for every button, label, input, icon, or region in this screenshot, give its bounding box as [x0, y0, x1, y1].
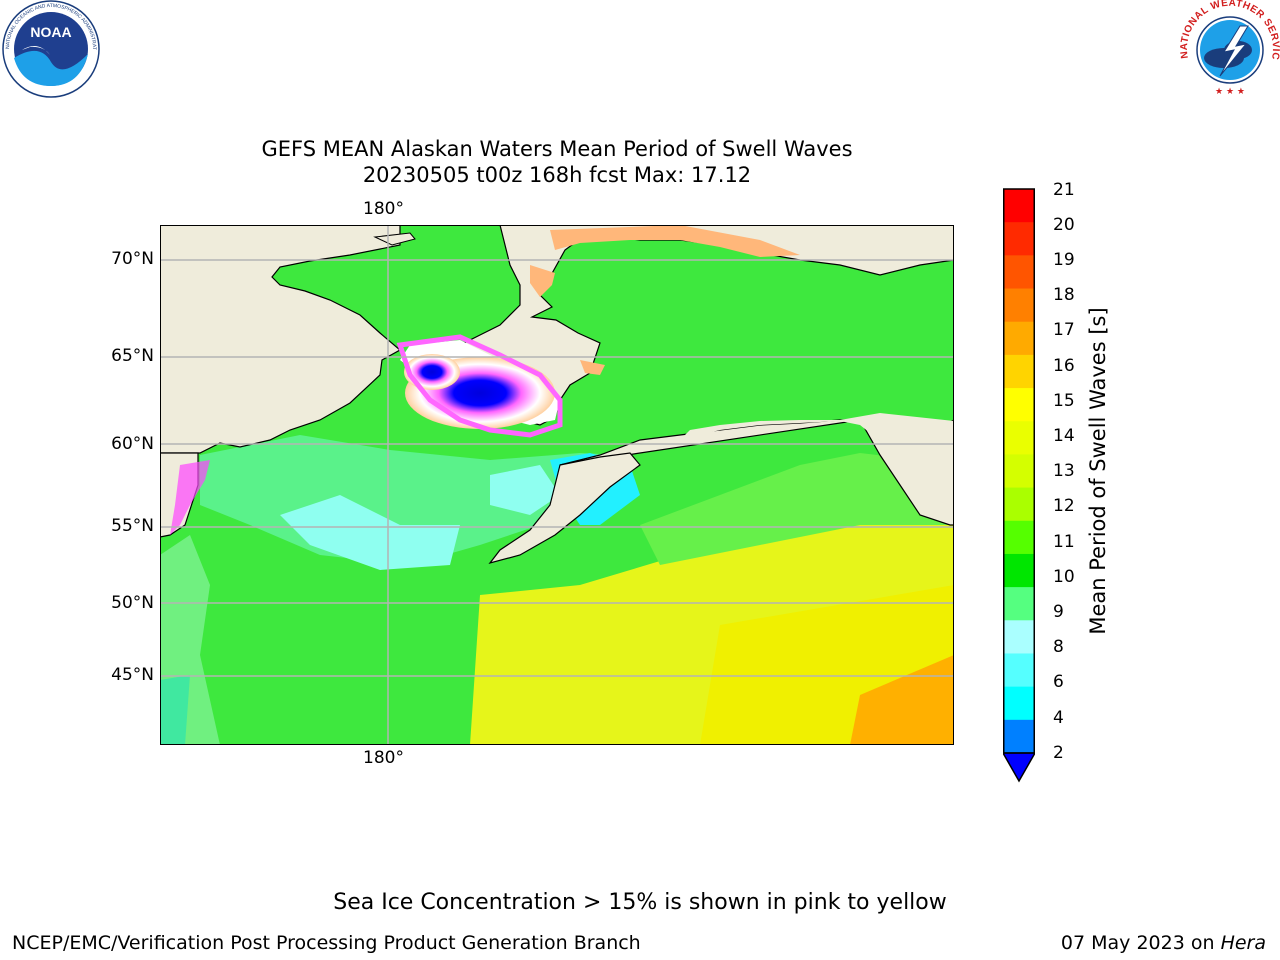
colorbar-segment — [1003, 587, 1035, 621]
sea-ice-note: Sea Ice Concentration > 15% is shown in … — [333, 890, 947, 915]
cb-tick-19: 19 — [1053, 250, 1075, 270]
cb-tick-12: 12 — [1053, 496, 1075, 516]
cb-tick-9: 9 — [1053, 602, 1064, 622]
footer-branch: NCEP/EMC/Verification Post Processing Pr… — [12, 932, 641, 954]
cb-tick-20: 20 — [1053, 215, 1075, 235]
lat-label-45: 45°N — [111, 665, 154, 685]
cb-tick-14: 14 — [1053, 426, 1075, 446]
cb-tick-6: 6 — [1053, 672, 1064, 692]
lat-label-60: 60°N — [111, 434, 154, 454]
cb-tick-2: 2 — [1053, 743, 1064, 763]
cb-tick-13: 13 — [1053, 461, 1075, 481]
colorbar-segment — [1003, 222, 1035, 256]
graticule — [160, 225, 954, 745]
colorbar-segment — [1003, 189, 1035, 223]
colorbar-underflow — [1003, 752, 1035, 783]
cb-tick-18: 18 — [1053, 285, 1075, 305]
lon-label-bottom: 180° — [363, 748, 404, 768]
colorbar-frame — [1003, 188, 1035, 754]
footer-date: 07 May 2023 on — [1060, 932, 1221, 954]
plot-subtitle: 20230505 t00z 168h fcst Max: 17.12 — [362, 163, 752, 187]
colorbar-segment — [1003, 421, 1035, 455]
plot-title: GEFS MEAN Alaskan Waters Mean Period of … — [261, 137, 853, 161]
colorbar-segment — [1003, 487, 1035, 522]
lon-label-top: 180° — [363, 199, 404, 219]
swell-period-map — [160, 225, 954, 745]
colorbar-segment — [1003, 553, 1035, 588]
cb-tick-8: 8 — [1053, 637, 1064, 657]
cb-tick-4: 4 — [1053, 708, 1064, 728]
colorbar-segment — [1003, 388, 1035, 422]
lat-label-50: 50°N — [111, 593, 154, 613]
colorbar-segment — [1003, 288, 1035, 323]
colorbar-segment — [1003, 321, 1035, 356]
colorbar — [1003, 188, 1035, 783]
footer-run-info: 07 May 2023 on Hera — [1061, 932, 1266, 954]
nws-logo: NATIONAL WEATHER SERVICE ★ ★ ★ — [1180, 0, 1280, 97]
cb-tick-15: 15 — [1053, 391, 1075, 411]
lat-label-55: 55°N — [111, 516, 154, 536]
land-peninsula — [488, 452, 641, 565]
cb-tick-21: 21 — [1053, 180, 1075, 200]
colorbar-segment — [1003, 354, 1035, 389]
cb-tick-17: 17 — [1053, 320, 1075, 340]
lat-label-70: 70°N — [111, 249, 154, 269]
noaa-logo: NOAA NATIONAL OCEANIC AND ATMOSPHERIC AD… — [0, 0, 100, 98]
colorbar-segment — [1003, 255, 1035, 290]
colorbar-segment — [1003, 686, 1035, 721]
noaa-logo-text: NOAA — [30, 24, 71, 40]
lat-label-65: 65°N — [111, 346, 154, 366]
colorbar-label: Mean Period of Swell Waves [s] — [1086, 307, 1110, 635]
footer-machine: Hera — [1220, 932, 1266, 954]
colorbar-segment — [1003, 520, 1035, 555]
cb-tick-11: 11 — [1053, 532, 1075, 552]
cb-tick-10: 10 — [1053, 567, 1075, 587]
cb-tick-16: 16 — [1053, 356, 1075, 376]
colorbar-segment — [1003, 653, 1035, 688]
colorbar-segment — [1003, 719, 1035, 754]
svg-text:★ ★ ★: ★ ★ ★ — [1215, 87, 1245, 97]
colorbar-segment — [1003, 620, 1035, 654]
colorbar-segment — [1003, 454, 1035, 489]
